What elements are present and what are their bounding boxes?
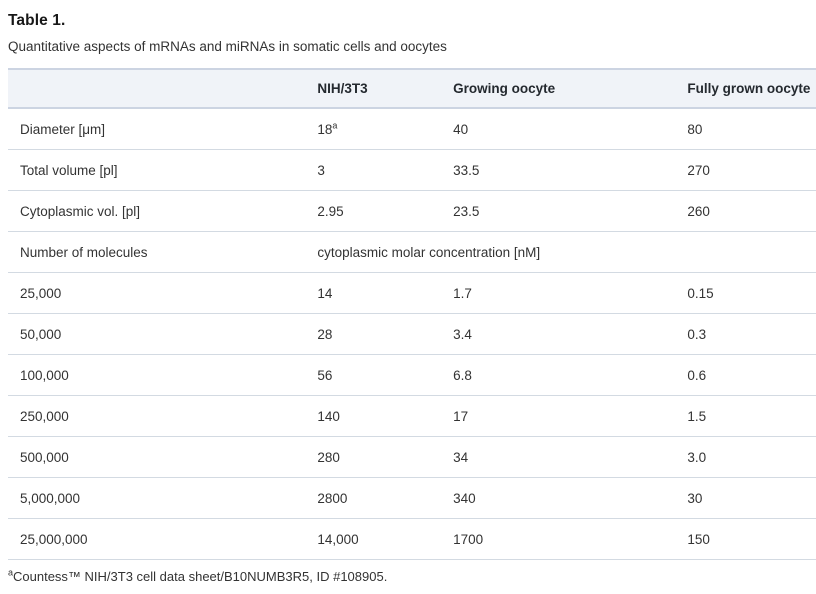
value-cell: cytoplasmic molar concentration [nM] <box>305 231 816 273</box>
table-header-row: NIH/3T3 Growing oocyte Fully grown oocyt… <box>8 68 816 109</box>
value-cell: 0.3 <box>675 313 816 355</box>
table-row: 100,000 56 6.8 0.6 <box>8 354 816 396</box>
data-table: NIH/3T3 Growing oocyte Fully grown oocyt… <box>8 68 816 560</box>
table-header: NIH/3T3 Growing oocyte Fully grown oocyt… <box>8 68 816 109</box>
row-label-cell: Diameter [μm] <box>8 108 306 150</box>
table-row: 50,000 28 3.4 0.3 <box>8 313 816 355</box>
row-label-cell: Total volume [pl] <box>8 149 306 191</box>
value-cell: 40 <box>441 108 676 150</box>
table-caption: Quantitative aspects of mRNAs and miRNAs… <box>8 39 447 54</box>
row-label-cell: Cytoplasmic vol. [pl] <box>8 190 306 232</box>
row-label-cell: 5,000,000 <box>8 477 306 519</box>
value-cell: 280 <box>305 436 442 478</box>
row-label-cell: 100,000 <box>8 354 306 396</box>
value-cell: 56 <box>305 354 442 396</box>
value-cell: 2800 <box>305 477 442 519</box>
value-cell: 6.8 <box>441 354 676 396</box>
value-cell: 270 <box>675 149 816 191</box>
value-cell: 3 <box>305 149 442 191</box>
value-cell: 23.5 <box>441 190 676 232</box>
value-cell: 3.4 <box>441 313 676 355</box>
table-row: Cytoplasmic vol. [pl] 2.95 23.5 260 <box>8 190 816 232</box>
footnote-text: Countess™ NIH/3T3 cell data sheet/B10NUM… <box>13 569 388 584</box>
value-cell: 1.7 <box>441 272 676 314</box>
value-cell: 30 <box>675 477 816 519</box>
table-row: Number of molecules cytoplasmic molar con… <box>8 231 816 273</box>
row-label-cell: 50,000 <box>8 313 306 355</box>
value-cell: 14,000 <box>305 518 442 560</box>
value-cell: 340 <box>441 477 676 519</box>
column-header-nih3t3: NIH/3T3 <box>305 68 442 109</box>
value-cell: 18a <box>305 108 442 150</box>
value-cell: 140 <box>305 395 442 437</box>
value-cell: 150 <box>675 518 816 560</box>
value-cell: 1700 <box>441 518 676 560</box>
table-footnote: aCountess™ NIH/3T3 cell data sheet/B10NU… <box>8 567 816 584</box>
value-cell: 14 <box>305 272 442 314</box>
table-row: 25,000,000 14,000 1700 150 <box>8 518 816 560</box>
value-cell: 2.95 <box>305 190 442 232</box>
value-cell: 0.6 <box>675 354 816 396</box>
table-row: 25,000 14 1.7 0.15 <box>8 272 816 314</box>
row-label-cell: 500,000 <box>8 436 306 478</box>
value-cell: 33.5 <box>441 149 676 191</box>
row-label-cell: 25,000 <box>8 272 306 314</box>
value-cell: 28 <box>305 313 442 355</box>
value-cell: 34 <box>441 436 676 478</box>
row-label-cell: 25,000,000 <box>8 518 306 560</box>
table-row: 5,000,000 2800 340 30 <box>8 477 816 519</box>
table-row: 250,000 140 17 1.5 <box>8 395 816 437</box>
footnote-marker: a <box>8 567 14 578</box>
value-cell: 17 <box>441 395 676 437</box>
footnote-reference: a <box>332 120 338 130</box>
value-cell: 3.0 <box>675 436 816 478</box>
row-label-cell: Number of molecules <box>8 231 306 273</box>
table-row: 500,000 280 34 3.0 <box>8 436 816 478</box>
value-cell: 0.15 <box>675 272 816 314</box>
table-row: Total volume [pl] 3 33.5 270 <box>8 149 816 191</box>
value-cell: 260 <box>675 190 816 232</box>
table-label: Table 1. <box>8 12 66 29</box>
table-row: Diameter [μm] 18a 40 80 <box>8 108 816 150</box>
column-header-row-label <box>8 68 306 109</box>
column-header-growing-oocyte: Growing oocyte <box>441 68 676 109</box>
value-cell: 80 <box>675 108 816 150</box>
row-label-cell: 250,000 <box>8 395 306 437</box>
value-cell: 1.5 <box>675 395 816 437</box>
table-body: Diameter [μm] 18a 40 80 Total volume [pl] 3 33… <box>8 108 816 560</box>
column-header-fully-grown-oocyte: Fully grown oocyte <box>675 68 816 109</box>
